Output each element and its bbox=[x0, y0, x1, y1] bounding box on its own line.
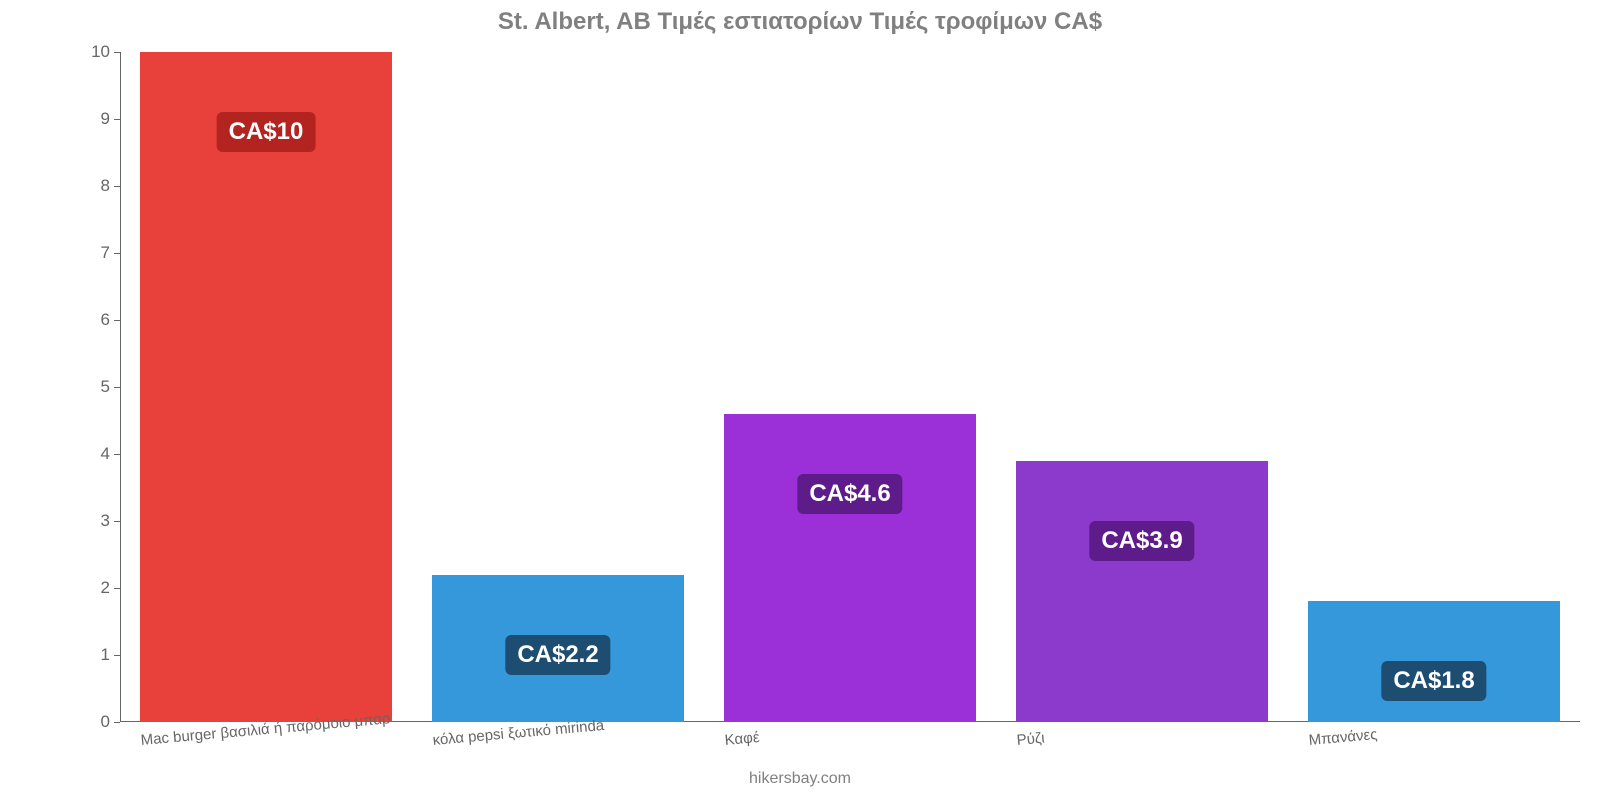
chart-footer: hikersbay.com bbox=[0, 770, 1600, 788]
xtick-label: Ρύζι bbox=[1016, 730, 1045, 749]
ytick-label: 0 bbox=[101, 712, 110, 732]
ytick-label: 5 bbox=[101, 377, 110, 397]
bar-value-label: CA$4.6 bbox=[797, 474, 902, 514]
ytick-mark bbox=[114, 387, 120, 388]
bar bbox=[1016, 461, 1267, 722]
ytick-label: 6 bbox=[101, 310, 110, 330]
ytick-mark bbox=[114, 722, 120, 723]
bar-value-label: CA$3.9 bbox=[1089, 521, 1194, 561]
plot-area: 012345678910CA$10Mac burger βασιλιά ή πα… bbox=[120, 52, 1580, 722]
ytick-label: 1 bbox=[101, 645, 110, 665]
ytick-mark bbox=[114, 186, 120, 187]
ytick-label: 9 bbox=[101, 109, 110, 129]
bar-value-label: CA$2.2 bbox=[505, 635, 610, 675]
price-bar-chart: St. Albert, AB Τιμές εστιατορίων Τιμές τ… bbox=[0, 0, 1600, 800]
ytick-label: 10 bbox=[91, 42, 110, 62]
ytick-label: 3 bbox=[101, 511, 110, 531]
ytick-label: 2 bbox=[101, 578, 110, 598]
ytick-label: 7 bbox=[101, 243, 110, 263]
xtick-label: Μπανάνες bbox=[1308, 726, 1378, 749]
ytick-label: 8 bbox=[101, 176, 110, 196]
y-axis-line bbox=[120, 52, 121, 722]
ytick-mark bbox=[114, 119, 120, 120]
ytick-mark bbox=[114, 320, 120, 321]
bar bbox=[724, 414, 975, 722]
bar-value-label: CA$10 bbox=[217, 112, 316, 152]
xtick-label: Καφέ bbox=[724, 729, 760, 749]
ytick-label: 4 bbox=[101, 444, 110, 464]
ytick-mark bbox=[114, 521, 120, 522]
ytick-mark bbox=[114, 454, 120, 455]
ytick-mark bbox=[114, 655, 120, 656]
bar bbox=[140, 52, 391, 722]
ytick-mark bbox=[114, 52, 120, 53]
ytick-mark bbox=[114, 588, 120, 589]
ytick-mark bbox=[114, 253, 120, 254]
chart-title: St. Albert, AB Τιμές εστιατορίων Τιμές τ… bbox=[0, 8, 1600, 36]
bar-value-label: CA$1.8 bbox=[1381, 661, 1486, 701]
